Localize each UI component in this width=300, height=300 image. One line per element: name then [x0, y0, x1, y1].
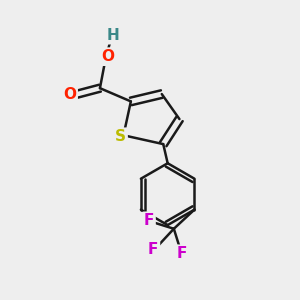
Text: O: O [63, 87, 76, 102]
Text: F: F [148, 242, 158, 257]
Text: H: H [107, 28, 120, 43]
Text: F: F [144, 213, 154, 228]
Text: S: S [115, 129, 126, 144]
Text: O: O [101, 49, 114, 64]
Text: F: F [177, 246, 187, 261]
